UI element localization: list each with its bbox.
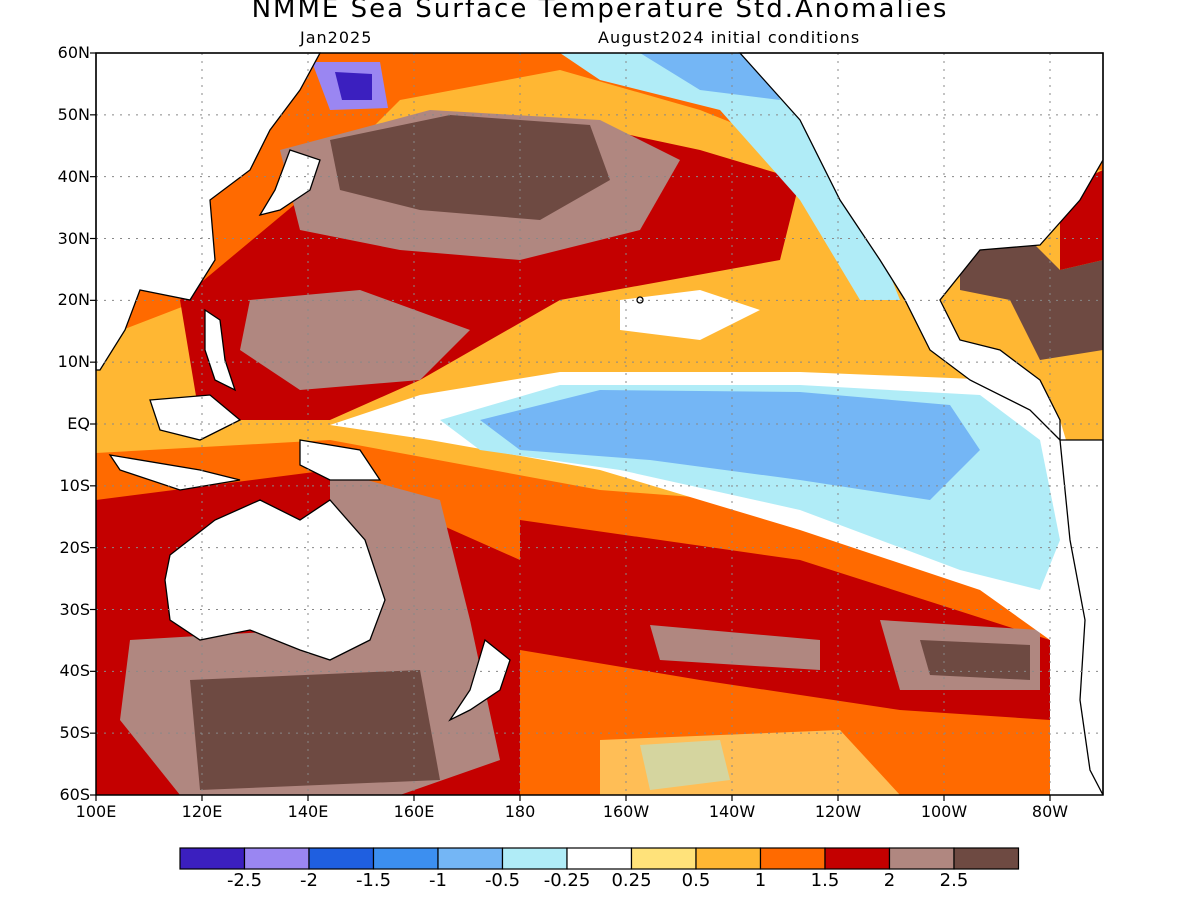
southern-ocean-extreme-core: [190, 670, 440, 790]
south-central-extreme: [650, 625, 820, 670]
north-pacific-extreme-core: [330, 115, 610, 220]
lon-label: 80W: [1031, 802, 1069, 821]
colorbar-label: -2: [300, 870, 318, 891]
lat-label: 20S: [59, 537, 90, 557]
gulf-of-alaska-cool: [640, 53, 780, 100]
lon-label: 140W: [708, 802, 756, 821]
colorbar-swatch: [953, 847, 1020, 870]
la-nina-core: [480, 390, 980, 500]
colorbar-label: 2.5: [939, 870, 969, 891]
colorbar-swatch: [566, 847, 633, 870]
colorbar-label: 1: [754, 870, 767, 891]
asia: [95, 52, 322, 371]
lon-label: 100E: [75, 802, 117, 821]
colorbar-swatch: [759, 847, 826, 870]
colorbar-label: 0.25: [611, 870, 652, 891]
borneo: [149, 394, 242, 441]
colorbar-swatch: [824, 847, 891, 870]
lat-label: 10N: [57, 352, 90, 372]
colorbar-swatch: [243, 847, 310, 870]
lon-label: 120E: [181, 802, 223, 821]
subtropical-neutral: [620, 290, 760, 340]
lat-label: 40S: [59, 661, 90, 681]
colorbar-label: -2.5: [226, 870, 263, 891]
forecast-month: Jan2025: [300, 28, 373, 47]
lat-label: 60S: [59, 785, 90, 804]
colorbar-label: 1.5: [810, 870, 840, 891]
colorbar-label: 0.5: [681, 870, 711, 891]
lat-label: 50N: [57, 104, 90, 124]
lat-label: 30S: [59, 599, 90, 619]
philippines: [204, 308, 237, 392]
new-guinea: [299, 439, 382, 481]
axis-ticks: [90, 52, 1051, 801]
colorbar-swatch: [372, 847, 439, 870]
north-america: [738, 52, 1104, 442]
lat-label: 20N: [57, 290, 90, 310]
lon-label: 120W: [814, 802, 862, 821]
southeast-pacific-extreme-core: [920, 640, 1030, 680]
new-zealand: [448, 638, 511, 722]
lat-label: 10S: [59, 475, 90, 495]
colorbar-label: -1.5: [355, 870, 392, 891]
lon-label: 140E: [287, 802, 329, 821]
lat-label: EQ: [67, 414, 90, 433]
colorbar-swatch: [179, 847, 246, 870]
map-title: NMME Sea Surface Temperature Std.Anomali…: [251, 0, 949, 24]
colorbar-label: 2: [883, 870, 896, 891]
lat-label: 50S: [59, 723, 90, 743]
landmasses: [95, 52, 1104, 796]
caribbean-extreme: [960, 240, 1103, 360]
australia: [164, 499, 386, 661]
colorbar-swatch: [630, 847, 697, 870]
southern-weak-warm: [600, 730, 900, 795]
lon-label: 100W: [920, 802, 968, 821]
java-sumatra: [108, 454, 241, 491]
lon-label: 160W: [602, 802, 650, 821]
colorbar-label: -0.5: [484, 870, 521, 891]
okhotsk-cold-core: [335, 72, 372, 100]
colorbar: [179, 847, 1020, 870]
lat-label: 40N: [57, 166, 90, 186]
colorbar-label: -1: [429, 870, 447, 891]
lat-label: 30N: [57, 228, 90, 248]
colorbar-swatch: [308, 847, 375, 870]
colorbar-label: -0.25: [543, 870, 591, 891]
initial-conditions: August2024 initial conditions: [598, 28, 861, 47]
philippine-sea-extreme: [240, 290, 470, 390]
colorbar-swatch: [437, 847, 504, 870]
lat-label: 60N: [57, 43, 90, 62]
colorbar-swatch: [888, 847, 955, 870]
lon-label: 180: [504, 802, 536, 821]
colorbar-swatch: [695, 847, 762, 870]
colorbar-swatch: [501, 847, 568, 870]
japan: [258, 149, 321, 217]
lon-label: 160E: [393, 802, 435, 821]
